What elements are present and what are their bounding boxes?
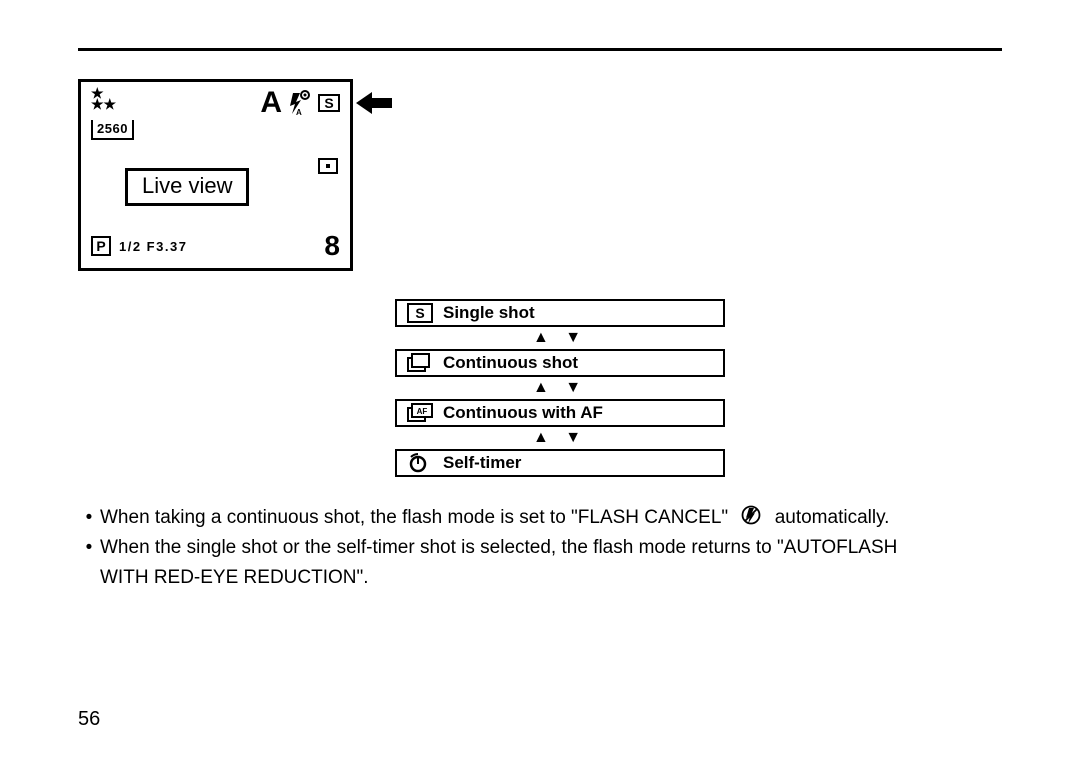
pointer-arrow-icon [356, 92, 392, 114]
svg-text:AF: AF [417, 407, 428, 416]
mode-row-selftimer: Self-timer [395, 449, 725, 477]
manual-page: ★★★ 2560 A A S Live view P 1/2 F3.3 [0, 0, 1080, 765]
body-text: • When taking a continuous shot, the fla… [78, 503, 1002, 593]
mode-label: Continuous with AF [443, 403, 603, 423]
mode-label: Self-timer [443, 453, 521, 473]
continuous-af-icon: AF [407, 403, 443, 423]
drive-mode-list: S Single shot ▲ ▼ Continuous shot ▲ ▼ AF [395, 299, 725, 477]
mode-row-single: S Single shot [395, 299, 725, 327]
text-fragment: automatically. [775, 507, 890, 528]
frames-remaining: 8 [324, 230, 340, 262]
mode-row-continuous-af: AF Continuous with AF [395, 399, 725, 427]
flash-redeye-icon: A [288, 90, 312, 116]
text-fragment: When taking a continuous shot, the flash… [100, 507, 728, 528]
continuous-shot-icon [407, 353, 443, 373]
arrow-separator: ▲ ▼ [395, 377, 725, 399]
single-shot-icon: S [407, 303, 443, 323]
mode-row-continuous: Continuous shot [395, 349, 725, 377]
text-continuation: WITH RED-EYE REDUCTION". [78, 563, 1002, 593]
page-number: 56 [78, 708, 100, 731]
bullet-1: • When taking a continuous shot, the fla… [78, 503, 1002, 533]
drive-mode-icon: S [318, 94, 340, 112]
program-mode-icon: P [91, 236, 111, 256]
bullet-dot: • [78, 533, 100, 563]
arrow-separator: ▲ ▼ [395, 427, 725, 449]
svg-text:A: A [296, 108, 302, 116]
text-fragment: When the single shot or the self-timer s… [100, 537, 897, 558]
arrow-separator: ▲ ▼ [395, 327, 725, 349]
mode-label: Continuous shot [443, 353, 578, 373]
exposure-mode-letter: A [260, 88, 282, 118]
svg-text:S: S [415, 305, 424, 321]
resolution-indicator: 2560 [91, 120, 134, 140]
mode-label: Single shot [443, 303, 535, 323]
bullet-content: When the single shot or the self-timer s… [100, 533, 1002, 563]
bullet-dot: • [78, 503, 100, 533]
lcd-top-indicators: A A S [260, 88, 340, 118]
bullet-content: When taking a continuous shot, the flash… [100, 503, 1002, 533]
lcd-bottom-row: P 1/2 F3.37 8 [91, 230, 340, 262]
bullet-2: • When the single shot or the self-timer… [78, 533, 1002, 563]
af-frame-icon [318, 158, 338, 174]
flash-cancel-icon [741, 504, 761, 526]
self-timer-icon [407, 453, 443, 473]
top-rule [78, 48, 1002, 51]
exposure-readout: 1/2 F3.37 [119, 239, 187, 254]
text-fragment: WITH RED-EYE REDUCTION". [100, 567, 369, 588]
camera-lcd: ★★★ 2560 A A S Live view P 1/2 F3.3 [78, 79, 353, 271]
live-view-label: Live view [125, 168, 249, 206]
quality-icon: ★★★ [91, 88, 116, 110]
